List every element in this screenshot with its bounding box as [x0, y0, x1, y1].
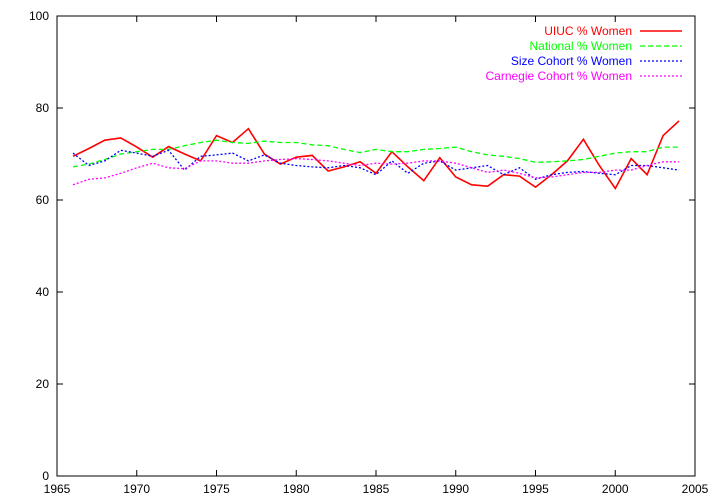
plot-frame: [56, 15, 696, 477]
series-line-1: [72, 120, 680, 191]
x-tick-label: 1990: [442, 482, 469, 496]
y-tick-label: 20: [36, 377, 50, 391]
x-tick-label: 1975: [203, 482, 230, 496]
x-tick-label: 2000: [602, 482, 629, 496]
legend-label: National % Women: [530, 39, 633, 53]
legend-label: Size Cohort % Women: [511, 54, 632, 68]
y-tick-label: 80: [36, 101, 50, 115]
x-tick-label: 2005: [682, 482, 709, 496]
y-tick-label: 60: [36, 193, 50, 207]
legend-label: Carnegie Cohort % Women: [485, 69, 632, 83]
y-tick-label: 0: [42, 469, 49, 483]
legend-label: UIUC % Women: [544, 24, 632, 38]
axis-ticks: 1965 1970 1975 1980 1985 1990 1995 2000 2005 0 20 4…: [29, 9, 709, 496]
x-tick-label: 1970: [123, 482, 150, 496]
y-tick-label: 100: [29, 9, 49, 23]
series-line-3: [72, 149, 680, 181]
x-tick-label: 1995: [522, 482, 549, 496]
series-line-2: [72, 139, 679, 168]
y-tick-label: 40: [36, 285, 50, 299]
x-tick-label: 1980: [283, 482, 310, 496]
x-tick-label: 1965: [44, 482, 71, 496]
series-line-4: [72, 157, 679, 186]
x-tick-label: 1985: [363, 482, 390, 496]
series-lines: [72, 120, 680, 191]
